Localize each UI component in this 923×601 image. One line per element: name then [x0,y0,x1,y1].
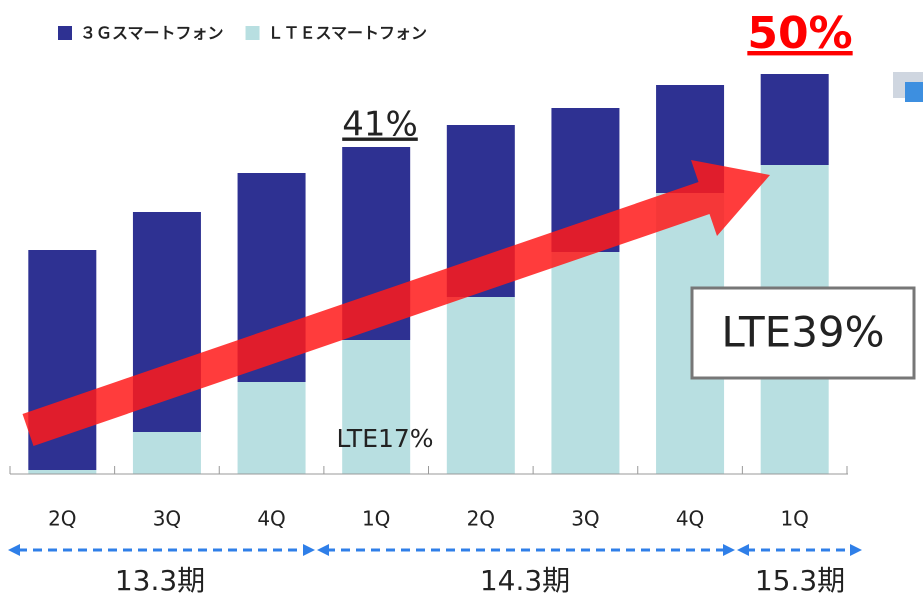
annotation: LTE17% [336,424,433,453]
bar-segment [760,74,829,165]
x-tick-label: 4Q [676,507,704,531]
bar-segment [132,432,201,474]
x-tick-label: 4Q [257,507,285,531]
bar-segment [446,297,515,474]
x-tick-label: 2Q [48,507,76,531]
x-tick-label: 3Q [153,507,181,531]
bars [28,74,829,474]
legend-label: ＬＴＥスマートフォン [268,24,428,43]
period-label: 15.3期 [755,564,845,597]
annotation: 50% [747,8,852,59]
annotation: LTE39% [721,308,884,357]
x-tick-label: 2Q [467,507,495,531]
period-label: 14.3期 [480,564,570,597]
x-tick-label: 1Q [362,507,390,531]
x-tick-label: 1Q [780,507,808,531]
trend-arrow [22,160,770,446]
x-tick-label: 3Q [571,507,599,531]
bar-segment [28,470,97,474]
legend-swatch [58,26,72,40]
legend: ３Ｇスマートフォン ＬＴＥスマートフォン [58,24,427,43]
annotation-box [690,286,916,380]
period-label: 13.3期 [115,564,205,597]
annotation: 41% [342,105,418,145]
period-arrowheads [8,544,862,556]
bar-segment [237,382,306,474]
legend-swatch [245,26,260,40]
bar-segment [342,340,411,474]
decoration [905,82,923,102]
legend-label: ３Ｇスマートフォン [80,24,224,43]
bar-segment [551,252,620,474]
